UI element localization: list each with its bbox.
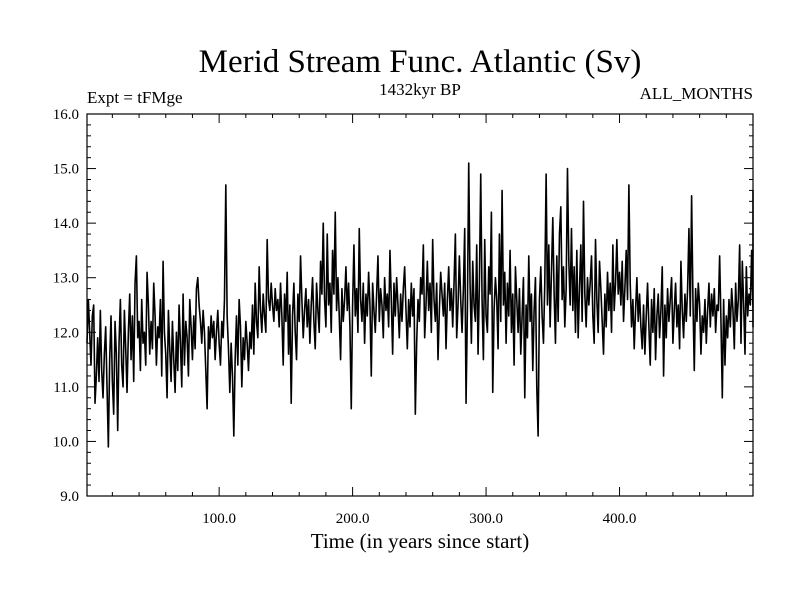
x-axis: 100.0 200.0 300.0 400.0 xyxy=(111,114,754,527)
y-tick-label: 14.0 xyxy=(53,216,79,232)
y-tick-label: 16.0 xyxy=(53,107,79,123)
experiment-label: Expt = tFMge xyxy=(87,88,183,107)
y-tick-label: 15.0 xyxy=(53,162,79,178)
y-tick-label: 11.0 xyxy=(53,380,79,396)
x-tick-label: 200.0 xyxy=(336,511,370,527)
chart-title: Merid Stream Func. Atlantic (Sv) xyxy=(199,44,642,80)
x-tick-label: 100.0 xyxy=(202,511,236,527)
y-tick-label: 9.0 xyxy=(60,489,79,505)
x-tick-label: 400.0 xyxy=(603,511,637,527)
months-label: ALL_MONTHS xyxy=(640,84,753,103)
x-axis-label: Time (in years since start) xyxy=(311,529,530,553)
period-label: 1432kyr BP xyxy=(379,80,461,99)
series-line xyxy=(86,162,754,448)
y-tick-label: 12.0 xyxy=(53,325,79,341)
y-tick-label: 10.0 xyxy=(53,434,79,450)
y-axis: 9.0 10.0 11.0 12.0 13.0 14.0 15.0 16.0 xyxy=(53,107,753,505)
x-tick-label: 300.0 xyxy=(469,511,503,527)
y-tick-label: 13.0 xyxy=(53,271,79,287)
